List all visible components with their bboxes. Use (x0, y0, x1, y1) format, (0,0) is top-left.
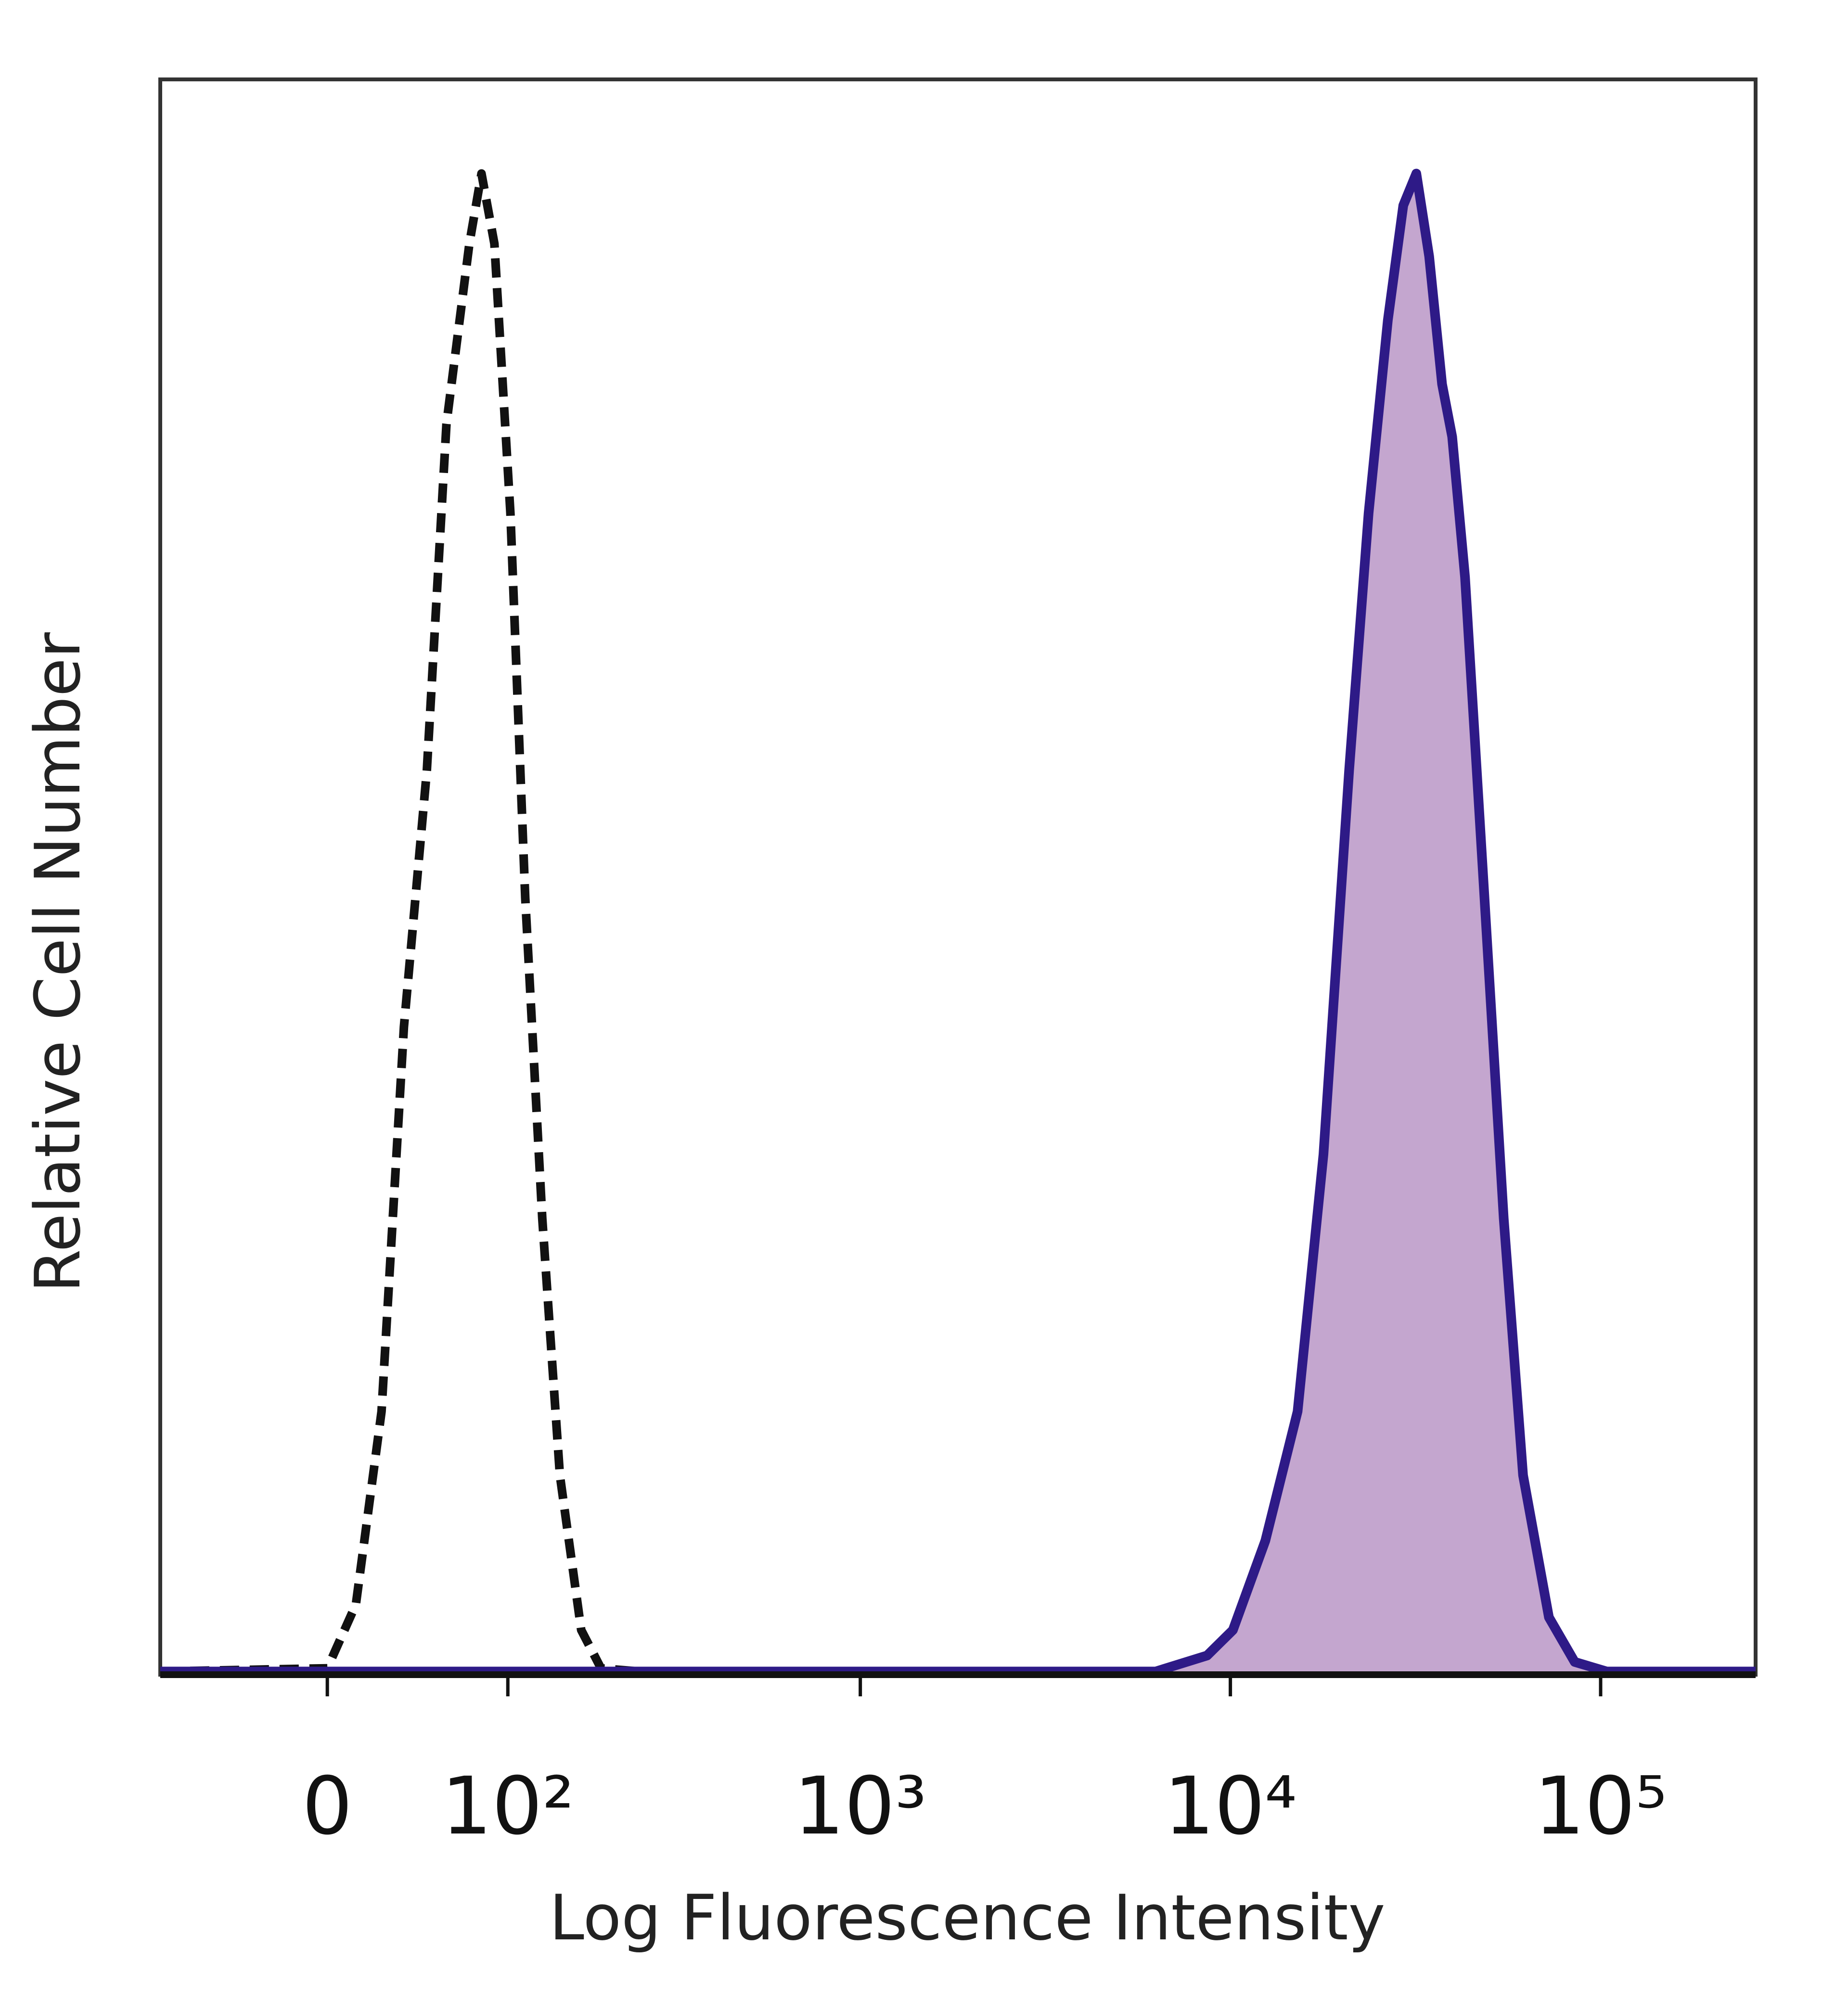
x-tick-label: 10⁴ (1164, 1760, 1297, 1852)
histogram-line (160, 169, 1756, 1676)
x-axis-title: Log Fluorescence Intensity (549, 1881, 1385, 1954)
x-tick-label: 10³ (794, 1760, 927, 1852)
y-axis-title: Relative Cell Number (21, 632, 94, 1293)
x-tick-label: 0 (302, 1760, 353, 1852)
x-tick-label: 10² (441, 1760, 574, 1852)
x-tick-label: 10⁵ (1534, 1760, 1667, 1852)
histogram-line (160, 168, 1756, 1677)
histogram-fill (160, 173, 1756, 1675)
